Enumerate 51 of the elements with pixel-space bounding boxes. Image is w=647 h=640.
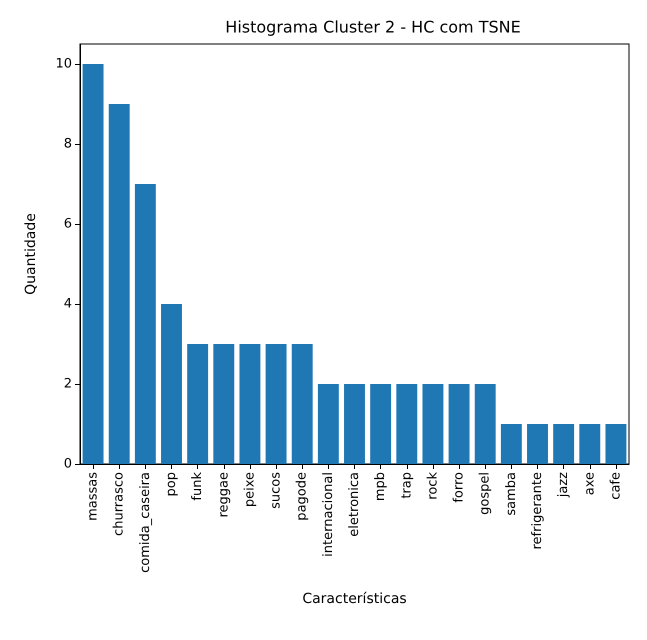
y-tick-label: 6: [64, 216, 72, 232]
bar: [344, 384, 365, 464]
x-tick-label: sucos: [268, 472, 284, 509]
bar: [527, 424, 548, 464]
x-tick-label: forro: [452, 472, 467, 503]
bar: [605, 424, 626, 464]
x-tick-label: internacional: [320, 472, 336, 557]
x-tick-label: jazz: [556, 472, 572, 498]
bar: [370, 384, 392, 464]
x-tick-label: peixe: [242, 472, 258, 508]
x-tick-label: gospel: [478, 472, 493, 515]
x-tick-label: cafe: [608, 472, 624, 500]
bar: [213, 344, 234, 464]
bar: [239, 344, 260, 464]
bar: [187, 344, 208, 464]
x-tick-label: funk: [190, 472, 206, 501]
x-axis-title: Características: [302, 591, 407, 607]
bar: [579, 424, 600, 464]
x-tick-label: pagode: [294, 472, 310, 521]
x-tick-label: rock: [425, 472, 440, 500]
x-tick-label: eletronica: [347, 472, 362, 537]
x-tick-label: trap: [399, 472, 414, 499]
y-axis-title: Quantidade: [23, 213, 39, 295]
bar: [266, 344, 287, 464]
bar: [318, 384, 339, 464]
bar: [396, 384, 418, 464]
x-tick-label: churrasco: [112, 472, 127, 536]
chart-title: Histograma Cluster 2 - HC com TSNE: [225, 18, 521, 36]
bar: [553, 424, 574, 464]
bar: [82, 64, 104, 464]
bar: [500, 424, 522, 464]
y-tick-label: 10: [55, 56, 72, 72]
x-tick-label: massas: [86, 472, 101, 521]
x-tick-label: axe: [582, 472, 598, 496]
x-tick-label: mpb: [373, 472, 388, 502]
x-tick-label: reggae: [216, 472, 232, 518]
bar: [134, 184, 156, 464]
x-tick-label: pop: [164, 472, 179, 496]
y-tick-label: 0: [64, 456, 72, 472]
x-tick-label: comida_caseira: [138, 472, 153, 573]
x-tick-label: samba: [504, 472, 519, 516]
bar: [422, 384, 444, 464]
y-tick-label: 4: [64, 296, 72, 312]
bar: [161, 304, 182, 464]
bar: [108, 104, 130, 464]
y-tick-label: 8: [64, 136, 72, 152]
bar: [448, 384, 470, 464]
x-tick-label: refrigerante: [530, 472, 545, 550]
bar: [292, 344, 313, 464]
y-tick-label: 2: [64, 376, 72, 392]
bar: [474, 384, 496, 464]
